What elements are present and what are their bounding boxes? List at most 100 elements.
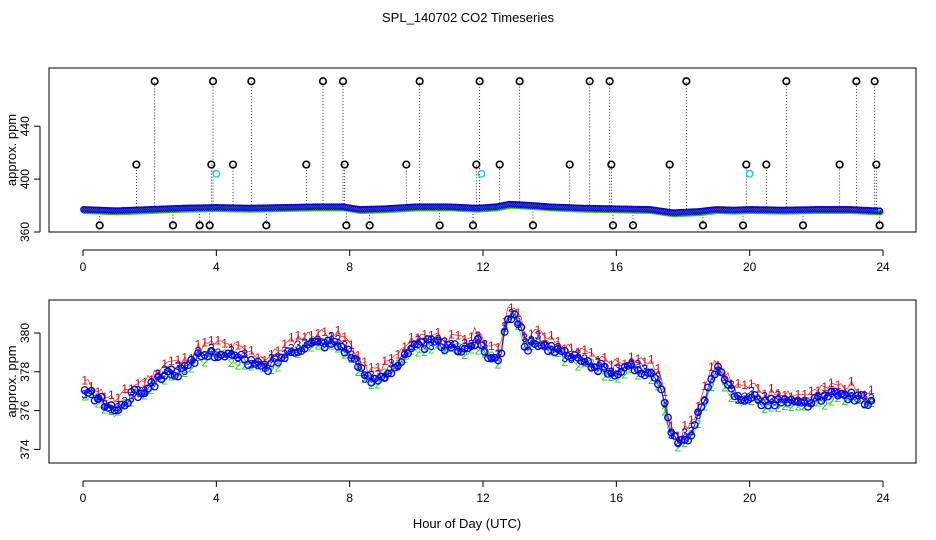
series-point-1: 1 bbox=[415, 331, 422, 345]
series-point-2: 2 bbox=[455, 340, 462, 354]
series-point-2: 2 bbox=[761, 402, 768, 416]
baseline-marker-blue bbox=[876, 207, 884, 215]
series-point-3: 3 bbox=[695, 408, 702, 422]
series-point-1: 1 bbox=[301, 330, 308, 344]
series-point-3: 3 bbox=[228, 344, 235, 358]
series-point-3: 3 bbox=[848, 390, 855, 404]
series-point-2: 2 bbox=[235, 358, 242, 372]
series-point-circle bbox=[847, 388, 856, 397]
outlier-point bbox=[340, 160, 349, 169]
series-point-circle bbox=[600, 362, 609, 371]
series-point-circle bbox=[664, 413, 672, 422]
series-point-3: 3 bbox=[195, 345, 202, 359]
series-point-circle bbox=[697, 403, 706, 412]
series-point-circle bbox=[670, 431, 679, 440]
series-point-3: 3 bbox=[441, 335, 448, 349]
outlier-point bbox=[607, 160, 616, 169]
outlier-point bbox=[318, 77, 328, 86]
series-point-1: 1 bbox=[721, 370, 728, 384]
series-point-1: 1 bbox=[468, 330, 475, 344]
series-point-3: 3 bbox=[295, 338, 302, 352]
series-point-circle bbox=[867, 396, 876, 405]
series-point-1: 1 bbox=[795, 388, 802, 402]
outlier-point bbox=[228, 160, 238, 169]
series-point-1: 1 bbox=[775, 387, 782, 401]
series-point-circle bbox=[770, 401, 779, 410]
series-point-3: 3 bbox=[128, 392, 135, 406]
outlier-point bbox=[365, 221, 374, 230]
series-point-3: 3 bbox=[435, 332, 442, 346]
series-point-2: 2 bbox=[188, 361, 195, 375]
series-point-1: 1 bbox=[461, 333, 468, 347]
series-point-circle bbox=[807, 399, 816, 408]
series-point-2: 2 bbox=[775, 401, 782, 415]
series-point-3: 3 bbox=[355, 354, 362, 368]
series-line-1 bbox=[84, 306, 872, 439]
y-tick-label: 400 bbox=[18, 169, 32, 189]
series-point-1: 1 bbox=[148, 373, 155, 387]
series-point-3: 3 bbox=[641, 362, 648, 376]
series-point-circle bbox=[350, 354, 359, 363]
series-point-1: 1 bbox=[308, 329, 315, 343]
series-point-1: 1 bbox=[181, 350, 188, 364]
series-point-1: 1 bbox=[321, 325, 328, 339]
plot-area-top bbox=[80, 77, 884, 230]
series-point-3: 3 bbox=[615, 361, 622, 375]
y-tick-label: 376 bbox=[18, 400, 32, 420]
series-point-circle bbox=[337, 342, 346, 351]
series-point-3: 3 bbox=[535, 329, 542, 343]
series-point-1: 1 bbox=[501, 315, 508, 329]
series-point-3: 3 bbox=[208, 342, 215, 356]
series-point-circle bbox=[517, 323, 526, 332]
series-point-1: 1 bbox=[95, 385, 102, 399]
series-point-circle bbox=[644, 368, 652, 377]
outlier-point bbox=[402, 160, 411, 169]
series-point-1: 1 bbox=[868, 383, 875, 397]
series-point-3: 3 bbox=[528, 333, 535, 347]
series-point-2: 2 bbox=[495, 357, 502, 371]
series-point-1: 1 bbox=[215, 333, 222, 347]
plot-area-bottom: 1 1 1 1 1 11 1 1 1 1 11 1 1 1 11 1 1 1 1 1 1 1 11 1 1 11 1 1 1 1 1 1 1 1 1… bbox=[80, 301, 876, 455]
series-point-2: 2 bbox=[81, 389, 88, 403]
outlier-point bbox=[628, 221, 638, 230]
series-point-circle bbox=[860, 400, 869, 409]
series-point-1: 1 bbox=[135, 377, 142, 391]
series-point-circle bbox=[150, 382, 159, 391]
series-point-circle bbox=[320, 343, 329, 352]
outlier-point bbox=[665, 160, 674, 169]
series-point-1: 1 bbox=[141, 375, 148, 389]
series-point-circle bbox=[630, 366, 639, 375]
series-point-1: 1 bbox=[735, 377, 742, 391]
series-point-circle bbox=[420, 345, 429, 354]
series-point-1: 1 bbox=[408, 330, 415, 344]
series-point-circle bbox=[130, 385, 139, 394]
y-tick-label: 380 bbox=[18, 323, 32, 343]
series-point-2: 2 bbox=[661, 404, 668, 418]
outlier-point bbox=[852, 77, 861, 86]
series-point-3: 3 bbox=[101, 398, 108, 412]
series-point-1: 1 bbox=[808, 384, 815, 398]
series-point-2: 2 bbox=[175, 365, 182, 379]
series-point-circle bbox=[467, 342, 476, 350]
x-tick-label: 20 bbox=[743, 491, 757, 505]
x-tick-label: 16 bbox=[610, 260, 624, 274]
series-point-circle bbox=[184, 361, 192, 370]
outlier-point bbox=[435, 221, 444, 230]
y-tick-label: 378 bbox=[18, 361, 32, 381]
outlier-point bbox=[302, 160, 311, 169]
series-point-circle bbox=[537, 341, 546, 350]
series-point-circle bbox=[280, 354, 289, 363]
y-tick-label: 374 bbox=[18, 439, 32, 459]
series-point-1: 1 bbox=[388, 352, 395, 366]
series-point-2: 2 bbox=[821, 398, 828, 412]
series-point-1: 1 bbox=[715, 359, 722, 373]
outlier-point bbox=[585, 77, 594, 86]
series-point-2: 2 bbox=[201, 356, 208, 370]
series-point-circle bbox=[497, 349, 506, 358]
series-point-2: 2 bbox=[328, 339, 335, 353]
series-point-circle bbox=[167, 365, 176, 374]
outlier-point bbox=[195, 221, 204, 230]
series-point-1: 1 bbox=[168, 354, 175, 368]
series-point-circle bbox=[474, 334, 482, 343]
